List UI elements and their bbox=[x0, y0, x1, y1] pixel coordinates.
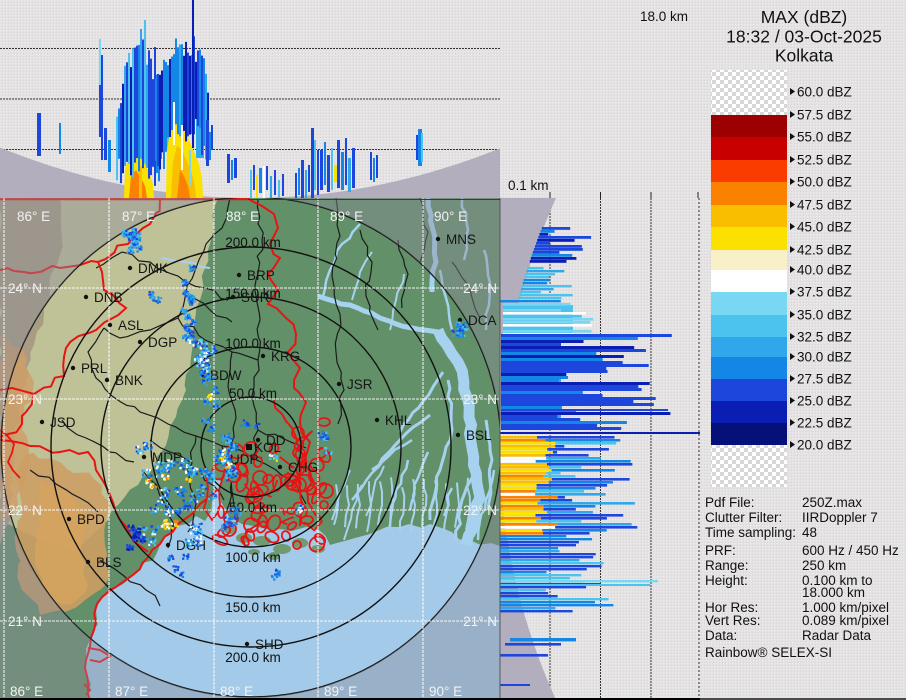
svg-text:150.0 km: 150.0 km bbox=[225, 600, 281, 615]
svg-text:Pdf File:: Pdf File: bbox=[705, 495, 755, 510]
svg-text:DD: DD bbox=[266, 433, 286, 448]
svg-text:BRP: BRP bbox=[247, 268, 275, 283]
svg-text:Range:: Range: bbox=[705, 558, 749, 573]
svg-text:250Z.max: 250Z.max bbox=[802, 495, 862, 510]
svg-text:57.5 dBZ: 57.5 dBZ bbox=[797, 108, 852, 123]
svg-text:25.0 dBZ: 25.0 dBZ bbox=[797, 394, 852, 409]
svg-text:DCA: DCA bbox=[468, 313, 497, 328]
svg-text:DGP: DGP bbox=[148, 335, 177, 350]
svg-text:DMK: DMK bbox=[138, 261, 168, 276]
svg-text:PRL: PRL bbox=[81, 361, 108, 376]
svg-text:BDW: BDW bbox=[210, 368, 242, 383]
svg-text:24° N: 24° N bbox=[8, 281, 42, 296]
svg-text:88° E: 88° E bbox=[226, 209, 259, 224]
svg-text:MAX (dBZ): MAX (dBZ) bbox=[761, 7, 848, 27]
svg-text:35.0 dBZ: 35.0 dBZ bbox=[797, 308, 852, 323]
svg-text:40.0 dBZ: 40.0 dBZ bbox=[797, 263, 852, 278]
svg-text:89° E: 89° E bbox=[330, 209, 363, 224]
svg-text:88° E: 88° E bbox=[220, 684, 253, 699]
svg-text:Data:: Data: bbox=[705, 628, 737, 643]
svg-text:JSR: JSR bbox=[347, 377, 373, 392]
svg-text:24° N: 24° N bbox=[463, 281, 497, 296]
svg-text:22° N: 22° N bbox=[463, 503, 497, 518]
svg-text:21° N: 21° N bbox=[8, 614, 42, 629]
svg-text:42.5 dBZ: 42.5 dBZ bbox=[797, 243, 852, 258]
svg-text:23° N: 23° N bbox=[8, 392, 42, 407]
svg-text:KHL: KHL bbox=[385, 413, 412, 428]
svg-text:SUR: SUR bbox=[241, 290, 270, 305]
svg-text:45.0 dBZ: 45.0 dBZ bbox=[797, 220, 852, 235]
svg-text:200.0 km: 200.0 km bbox=[225, 235, 281, 250]
svg-text:MNS: MNS bbox=[446, 232, 476, 247]
svg-text:48: 48 bbox=[802, 525, 817, 540]
svg-text:BLS: BLS bbox=[96, 555, 122, 570]
svg-text:22.5 dBZ: 22.5 dBZ bbox=[797, 416, 852, 431]
svg-text:18.0 km: 18.0 km bbox=[640, 9, 688, 24]
svg-text:87° E: 87° E bbox=[122, 209, 155, 224]
svg-text:JSD: JSD bbox=[50, 415, 76, 430]
svg-text:SHD: SHD bbox=[255, 637, 284, 652]
svg-text:Time sampling:: Time sampling: bbox=[705, 525, 796, 540]
svg-text:21° N: 21° N bbox=[463, 614, 497, 629]
svg-text:50.0 dBZ: 50.0 dBZ bbox=[797, 175, 852, 190]
svg-text:PRF:: PRF: bbox=[705, 543, 736, 558]
svg-text:100.0 km: 100.0 km bbox=[225, 550, 281, 565]
svg-text:600 Hz / 450 Hz: 600 Hz / 450 Hz bbox=[802, 543, 899, 558]
svg-text:CHG: CHG bbox=[288, 460, 318, 475]
svg-text:0.1 km: 0.1 km bbox=[508, 178, 549, 193]
svg-text:86° E: 86° E bbox=[17, 209, 50, 224]
svg-text:BPD: BPD bbox=[77, 512, 105, 527]
svg-text:22° N: 22° N bbox=[8, 503, 42, 518]
svg-text:89° E: 89° E bbox=[324, 684, 357, 699]
svg-text:50.0 km: 50.0 km bbox=[229, 386, 277, 401]
svg-text:200.0 km: 200.0 km bbox=[225, 650, 281, 665]
svg-text:0.100 km to: 0.100 km to bbox=[802, 573, 873, 588]
svg-text:100.0 km: 100.0 km bbox=[225, 336, 281, 351]
svg-text:27.5 dBZ: 27.5 dBZ bbox=[797, 372, 852, 387]
svg-text:Height:: Height: bbox=[705, 573, 748, 588]
svg-text:60.0 dBZ: 60.0 dBZ bbox=[797, 85, 852, 100]
svg-text:23° N: 23° N bbox=[463, 392, 497, 407]
svg-text:18:32 / 03-Oct-2025: 18:32 / 03-Oct-2025 bbox=[726, 27, 882, 47]
svg-text:18.000 km: 18.000 km bbox=[802, 585, 865, 600]
svg-text:Hor Res:: Hor Res: bbox=[705, 600, 758, 615]
svg-text:IIRDoppler 7: IIRDoppler 7 bbox=[802, 510, 878, 525]
svg-text:90° E: 90° E bbox=[434, 209, 467, 224]
svg-text:Rainbow® SELEX-SI: Rainbow® SELEX-SI bbox=[705, 645, 832, 660]
svg-text:BSL: BSL bbox=[466, 428, 492, 443]
svg-text:20.0 dBZ: 20.0 dBZ bbox=[797, 438, 852, 453]
svg-text:KRG: KRG bbox=[271, 349, 300, 364]
svg-text:Clutter Filter:: Clutter Filter: bbox=[705, 510, 782, 525]
svg-text:47.5 dBZ: 47.5 dBZ bbox=[797, 198, 852, 213]
svg-text:250 km: 250 km bbox=[802, 558, 846, 573]
svg-text:Radar Data: Radar Data bbox=[802, 628, 872, 643]
svg-text:BNK: BNK bbox=[115, 373, 143, 388]
svg-text:1.000 km/pixel: 1.000 km/pixel bbox=[802, 600, 889, 615]
svg-text:DNB: DNB bbox=[94, 290, 123, 305]
svg-text:UDP: UDP bbox=[230, 452, 259, 467]
svg-text:55.0 dBZ: 55.0 dBZ bbox=[797, 130, 852, 145]
svg-text:KOL: KOL bbox=[254, 440, 282, 455]
svg-text:30.0 dBZ: 30.0 dBZ bbox=[797, 350, 852, 365]
svg-text:150.0 km: 150.0 km bbox=[225, 286, 281, 301]
svg-text:86° E: 86° E bbox=[10, 684, 43, 699]
svg-text:52.5 dBZ: 52.5 dBZ bbox=[797, 153, 852, 168]
svg-text:Kolkata: Kolkata bbox=[775, 46, 834, 66]
svg-text:37.5 dBZ: 37.5 dBZ bbox=[797, 285, 852, 300]
svg-text:50.0 km: 50.0 km bbox=[229, 500, 277, 515]
svg-text:ASL: ASL bbox=[118, 318, 144, 333]
svg-text:Vert Res:: Vert Res: bbox=[705, 613, 761, 628]
svg-text:90° E: 90° E bbox=[429, 684, 462, 699]
svg-text:0.089 km/pixel: 0.089 km/pixel bbox=[802, 613, 889, 628]
svg-text:32.5 dBZ: 32.5 dBZ bbox=[797, 330, 852, 345]
svg-text:87° E: 87° E bbox=[115, 684, 148, 699]
